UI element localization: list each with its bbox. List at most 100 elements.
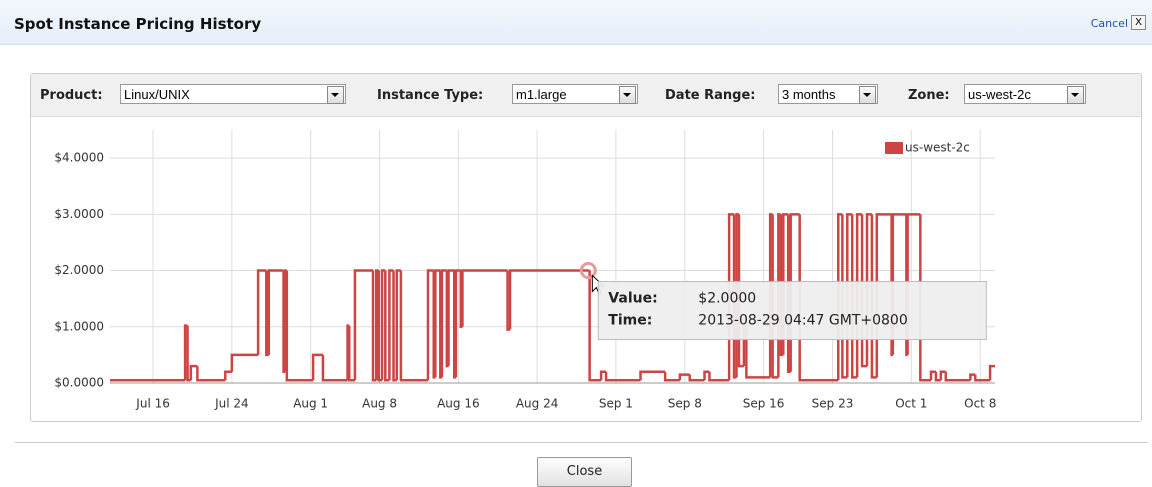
step-segment (346, 324, 350, 381)
select[interactable]: us-west-2c (964, 84, 1086, 104)
y-tick-label: $0.0000 (54, 376, 104, 390)
step-segment (841, 214, 848, 379)
step-segment (732, 214, 737, 379)
step-segment (282, 270, 286, 374)
select-value: 3 months (782, 87, 836, 102)
step-segment (969, 373, 976, 381)
select-value: m1.large (516, 87, 567, 102)
x-tick-label: Oct 1 (895, 397, 927, 411)
x-tick-label: Sep 1 (599, 397, 633, 411)
control-label: Date Range: (665, 88, 756, 103)
step-segment (388, 269, 394, 381)
step-segment (189, 364, 198, 381)
step-segment (452, 270, 456, 379)
step-segment (459, 270, 463, 329)
step-segment (929, 370, 936, 381)
x-tick-label: Oct 8 (964, 397, 996, 411)
step-segment (708, 371, 730, 382)
step-segment (588, 270, 602, 382)
step-segment (399, 270, 428, 382)
step-segment (850, 214, 858, 379)
step-segment (371, 270, 377, 382)
close-button[interactable]: Close (537, 457, 632, 487)
close-icon[interactable]: X (1131, 15, 1146, 30)
step-segment (426, 269, 434, 381)
step-segment (988, 364, 995, 381)
y-tick-label: $1.0000 (54, 319, 104, 333)
chart: $0.0000 $1.0000 $2.0000 $3.0000 $4.0000 Jul 1… (54, 130, 996, 411)
step-segment (663, 371, 680, 382)
legend-label: us-west-2c (905, 141, 970, 155)
step-segment (256, 269, 267, 355)
step-segment (703, 370, 710, 381)
step-segment (688, 374, 705, 382)
step-segment (508, 269, 589, 330)
select[interactable]: 3 months (778, 84, 878, 104)
select[interactable]: Linux/UNIX (120, 84, 346, 104)
step-segment (392, 270, 397, 382)
control-label: Product: (40, 88, 103, 103)
step-segment (440, 269, 447, 378)
tooltip-value: $2.0000 (698, 291, 756, 307)
dialog-title: Spot Instance Pricing History (14, 15, 262, 33)
toolbar: Product: Linux/UNIX Instance Type: m1.la… (31, 74, 1141, 117)
select-value: Linux/UNIX (124, 87, 190, 102)
tooltip: Value: $2.0000 Time: 2013-08-29 04:47 GMT+0… (597, 281, 987, 341)
step-segment (432, 270, 436, 379)
step-segment (353, 269, 373, 381)
step-segment (186, 325, 191, 382)
x-tick-label: Sep 16 (743, 397, 785, 411)
select-value: us-west-2c (968, 87, 1031, 102)
step-segment (439, 270, 442, 379)
step-segment (934, 371, 941, 382)
step-segment (860, 214, 867, 368)
step-segment (461, 269, 508, 327)
step-segment (321, 354, 348, 382)
cancel-link[interactable]: Cancel (1090, 17, 1128, 30)
step-segment (384, 270, 390, 382)
step-segment (506, 270, 511, 331)
step-segment (265, 270, 269, 357)
step-segment (974, 374, 991, 382)
step-segment (604, 371, 641, 382)
tooltip-value: 2013-08-29 04:47 GMT+0800 (698, 313, 907, 329)
step-segment (745, 326, 771, 379)
x-tick-label: Jul 24 (214, 397, 249, 411)
step-segment (737, 214, 744, 368)
step-segment (779, 214, 784, 357)
y-tick-label: $3.0000 (54, 207, 104, 221)
y-tick-label: $4.0000 (54, 151, 104, 165)
step-segment (183, 324, 188, 381)
select[interactable]: m1.large (512, 84, 638, 104)
step-segment (639, 370, 666, 381)
x-tick-label: Aug 24 (516, 397, 559, 411)
step-segment (599, 370, 607, 381)
x-tick-label: Sep 23 (812, 397, 854, 411)
step-segment (347, 325, 355, 382)
step-segment (939, 370, 946, 381)
separator (15, 442, 1148, 443)
step-segment (267, 269, 284, 355)
step-segment (434, 269, 441, 378)
chart-panel: Product: Linux/UNIX Instance Type: m1.la… (30, 73, 1142, 422)
step-segment (311, 353, 323, 381)
step-segment (454, 269, 461, 378)
step-segment (395, 269, 401, 381)
step-segment (771, 214, 779, 379)
x-tick-label: Aug 16 (437, 397, 480, 411)
step-segment (678, 373, 690, 381)
step-segment (224, 370, 232, 381)
x-tick-label: Aug 8 (362, 397, 397, 411)
step-segment (285, 270, 314, 382)
x-tick-label: Sep 8 (668, 397, 702, 411)
step-segment (196, 366, 226, 382)
step-segment (447, 269, 455, 367)
step-segment (944, 371, 971, 382)
tooltip-label: Time: (608, 313, 652, 329)
step-segment (786, 214, 791, 374)
step-segment (870, 214, 877, 379)
y-tick-label: $2.0000 (54, 263, 104, 277)
hover-point (579, 262, 597, 280)
step-segment (230, 353, 259, 372)
